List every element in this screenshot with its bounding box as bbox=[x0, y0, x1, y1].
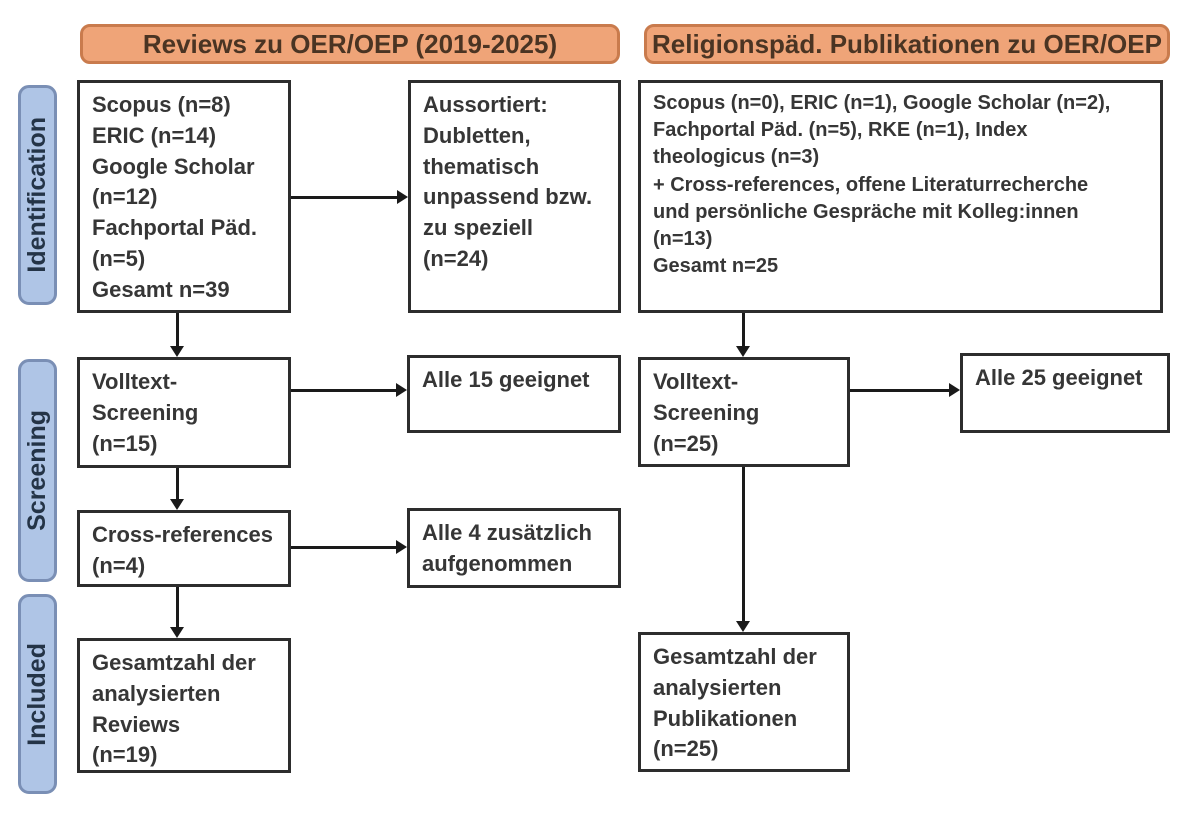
column-header-reviews: Reviews zu OER/OEP (2019-2025) bbox=[80, 24, 620, 64]
arrow-right-fulltext-to-result bbox=[850, 383, 960, 397]
stage-label-identification: Identification bbox=[18, 85, 57, 305]
box-left-included-total: Gesamtzahl der analysierten Reviews (n=1… bbox=[77, 638, 291, 773]
box-right-identification-sources: Scopus (n=0), ERIC (n=1), Google Scholar… bbox=[638, 80, 1163, 313]
arrow-right-fulltext-to-included bbox=[736, 467, 750, 632]
arrow-left-sources-to-excluded bbox=[291, 190, 408, 204]
box-right-included-total: Gesamtzahl der analysierten Publikatione… bbox=[638, 632, 850, 772]
box-right-fulltext-result: Alle 25 geeignet bbox=[960, 353, 1170, 433]
stage-label-included: Included bbox=[18, 594, 57, 794]
box-left-identification-sources: Scopus (n=8) ERIC (n=14) Google Scholar … bbox=[77, 80, 291, 313]
stage-label-screening: Screening bbox=[18, 359, 57, 582]
box-left-excluded: Aussortiert: Dubletten, thematisch unpas… bbox=[408, 80, 621, 313]
stage-label-included-text: Included bbox=[23, 642, 51, 746]
arrow-left-fulltext-to-crossref bbox=[170, 468, 184, 510]
arrow-left-fulltext-to-result bbox=[291, 383, 407, 397]
column-header-religionspaed: Religionspäd. Publikationen zu OER/OEP bbox=[644, 24, 1170, 64]
arrow-left-sources-to-fulltext bbox=[170, 313, 184, 357]
arrow-left-crossref-to-included bbox=[170, 587, 184, 638]
box-right-fulltext-screening: Volltext- Screening (n=25) bbox=[638, 357, 850, 467]
box-left-cross-references: Cross-references (n=4) bbox=[77, 510, 291, 587]
box-left-fulltext-result: Alle 15 geeignet bbox=[407, 355, 621, 433]
arrow-right-sources-to-fulltext bbox=[736, 313, 750, 357]
box-left-crossref-result: Alle 4 zusätzlich aufgenommen bbox=[407, 508, 621, 588]
box-left-fulltext-screening: Volltext- Screening (n=15) bbox=[77, 357, 291, 468]
stage-label-screening-text: Screening bbox=[23, 410, 51, 531]
stage-label-identification-text: Identification bbox=[23, 117, 51, 273]
arrow-left-crossref-to-result bbox=[291, 540, 407, 554]
